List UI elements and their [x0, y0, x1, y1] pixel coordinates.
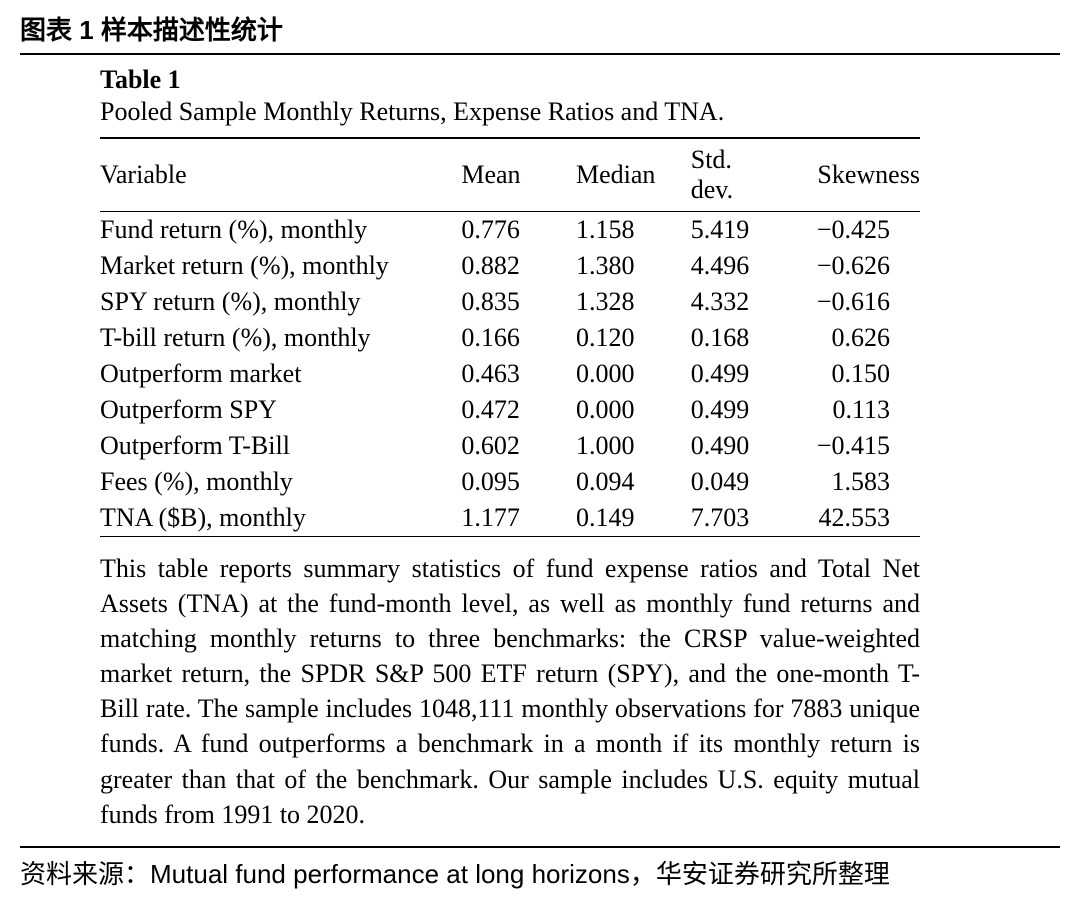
- table-row: Outperform T-Bill0.6021.0000.490−0.415: [100, 428, 920, 464]
- cell-skewness: 0.113: [787, 392, 920, 428]
- col-header-median: Median: [558, 138, 673, 212]
- cell-median: 1.000: [558, 428, 673, 464]
- table-header: Variable Mean Median Std. dev. Skewness: [100, 138, 920, 212]
- cell-mean: 0.095: [443, 464, 558, 500]
- cell-variable: Fees (%), monthly: [100, 464, 443, 500]
- cell-variable: TNA ($B), monthly: [100, 500, 443, 537]
- cell-median: 1.158: [558, 212, 673, 249]
- cell-std: 0.490: [673, 428, 788, 464]
- cell-mean: 0.463: [443, 356, 558, 392]
- figure-title-zh: 图表 1 样本描述性统计: [20, 10, 1060, 55]
- cell-std: 0.049: [673, 464, 788, 500]
- stats-table: Variable Mean Median Std. dev. Skewness …: [100, 137, 920, 537]
- table-row: Market return (%), monthly0.8821.3804.49…: [100, 248, 920, 284]
- cell-std: 4.332: [673, 284, 788, 320]
- source-suffix: ，华安证券研究所整理: [630, 860, 890, 889]
- cell-skewness: 0.626: [787, 320, 920, 356]
- table-row: Fees (%), monthly0.0950.0940.0491.583: [100, 464, 920, 500]
- cell-variable: Market return (%), monthly: [100, 248, 443, 284]
- cell-skewness: 0.150: [787, 356, 920, 392]
- cell-std: 0.168: [673, 320, 788, 356]
- cell-variable: Fund return (%), monthly: [100, 212, 443, 249]
- table-row: Fund return (%), monthly0.7761.1585.419−…: [100, 212, 920, 249]
- table-body: Fund return (%), monthly0.7761.1585.419−…: [100, 212, 920, 537]
- figure-container: 图表 1 样本描述性统计 Table 1 Pooled Sample Month…: [0, 0, 1080, 911]
- cell-mean: 1.177: [443, 500, 558, 537]
- table-row: TNA ($B), monthly1.1770.1497.70342.553: [100, 500, 920, 537]
- col-header-variable: Variable: [100, 138, 443, 212]
- cell-variable: Outperform market: [100, 356, 443, 392]
- col-header-skewness: Skewness: [787, 138, 920, 212]
- table-block: Table 1 Pooled Sample Monthly Returns, E…: [100, 65, 920, 832]
- cell-std: 7.703: [673, 500, 788, 537]
- table-note: This table reports summary statistics of…: [100, 551, 920, 832]
- table-row: Outperform SPY0.4720.0000.4990.113: [100, 392, 920, 428]
- cell-variable: T-bill return (%), monthly: [100, 320, 443, 356]
- cell-variable: SPY return (%), monthly: [100, 284, 443, 320]
- cell-skewness: −0.616: [787, 284, 920, 320]
- cell-variable: Outperform T-Bill: [100, 428, 443, 464]
- cell-skewness: −0.415: [787, 428, 920, 464]
- table-row: Outperform market0.4630.0000.4990.150: [100, 356, 920, 392]
- cell-median: 1.328: [558, 284, 673, 320]
- cell-std: 4.496: [673, 248, 788, 284]
- table-label: Table 1: [100, 65, 920, 95]
- cell-median: 0.000: [558, 392, 673, 428]
- cell-skewness: −0.425: [787, 212, 920, 249]
- cell-skewness: 42.553: [787, 500, 920, 537]
- source-prefix: 资料来源：: [20, 860, 150, 889]
- table-row: T-bill return (%), monthly0.1660.1200.16…: [100, 320, 920, 356]
- source-line: 资料来源：Mutual fund performance at long hor…: [20, 846, 1060, 891]
- cell-median: 0.149: [558, 500, 673, 537]
- cell-std: 0.499: [673, 392, 788, 428]
- cell-std: 0.499: [673, 356, 788, 392]
- col-header-mean: Mean: [443, 138, 558, 212]
- cell-std: 5.419: [673, 212, 788, 249]
- cell-mean: 0.166: [443, 320, 558, 356]
- table-row: SPY return (%), monthly0.8351.3284.332−0…: [100, 284, 920, 320]
- cell-variable: Outperform SPY: [100, 392, 443, 428]
- cell-mean: 0.472: [443, 392, 558, 428]
- cell-mean: 0.835: [443, 284, 558, 320]
- col-header-std: Std. dev.: [673, 138, 788, 212]
- cell-median: 1.380: [558, 248, 673, 284]
- cell-median: 0.120: [558, 320, 673, 356]
- source-english: Mutual fund performance at long horizons: [150, 859, 630, 889]
- cell-median: 0.094: [558, 464, 673, 500]
- cell-median: 0.000: [558, 356, 673, 392]
- cell-mean: 0.882: [443, 248, 558, 284]
- cell-mean: 0.776: [443, 212, 558, 249]
- cell-skewness: 1.583: [787, 464, 920, 500]
- table-caption: Pooled Sample Monthly Returns, Expense R…: [100, 97, 920, 127]
- cell-mean: 0.602: [443, 428, 558, 464]
- cell-skewness: −0.626: [787, 248, 920, 284]
